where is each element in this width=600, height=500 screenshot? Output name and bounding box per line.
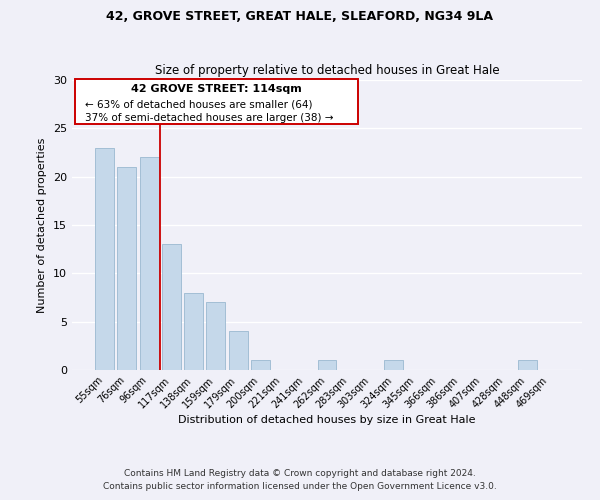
Bar [229, 332, 248, 370]
Bar [184, 292, 203, 370]
Bar [317, 360, 337, 370]
Text: Contains public sector information licensed under the Open Government Licence v3: Contains public sector information licen… [103, 482, 497, 491]
Text: 42, GROVE STREET, GREAT HALE, SLEAFORD, NG34 9LA: 42, GROVE STREET, GREAT HALE, SLEAFORD, … [107, 10, 493, 23]
Bar [95, 148, 114, 370]
Bar [162, 244, 181, 370]
Bar [140, 158, 158, 370]
Bar [206, 302, 225, 370]
Text: ← 63% of detached houses are smaller (64): ← 63% of detached houses are smaller (64… [85, 100, 312, 110]
Text: Contains HM Land Registry data © Crown copyright and database right 2024.: Contains HM Land Registry data © Crown c… [124, 468, 476, 477]
Y-axis label: Number of detached properties: Number of detached properties [37, 138, 47, 312]
Bar [518, 360, 536, 370]
Bar [251, 360, 270, 370]
Bar [384, 360, 403, 370]
Title: Size of property relative to detached houses in Great Hale: Size of property relative to detached ho… [155, 64, 499, 78]
Text: 42 GROVE STREET: 114sqm: 42 GROVE STREET: 114sqm [131, 84, 301, 94]
FancyBboxPatch shape [74, 78, 358, 124]
Bar [118, 167, 136, 370]
X-axis label: Distribution of detached houses by size in Great Hale: Distribution of detached houses by size … [178, 416, 476, 426]
Text: 37% of semi-detached houses are larger (38) →: 37% of semi-detached houses are larger (… [85, 113, 333, 123]
